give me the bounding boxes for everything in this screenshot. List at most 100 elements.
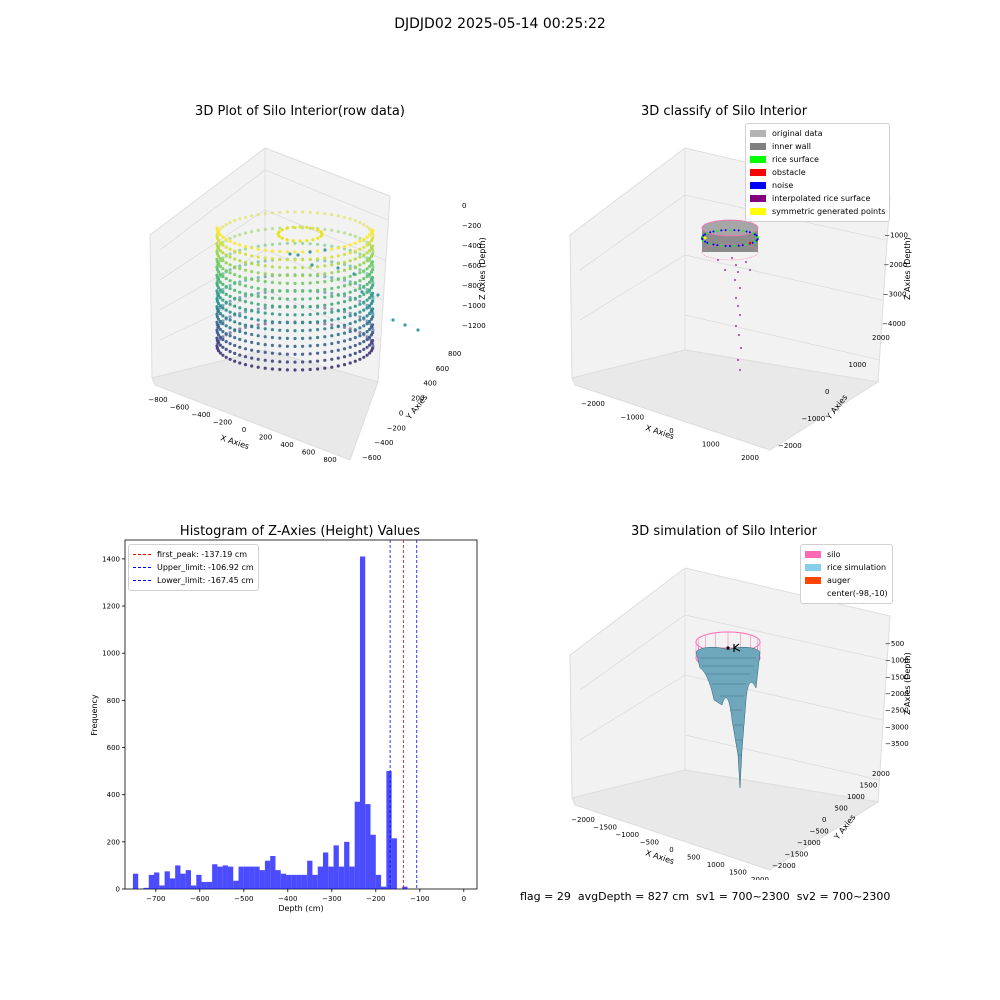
data-point bbox=[368, 249, 372, 253]
data-point bbox=[330, 323, 334, 327]
panel4-zlabel: Z Axies (Depth) bbox=[903, 652, 912, 715]
tick-label: −400 bbox=[191, 411, 210, 419]
data-point bbox=[293, 289, 297, 293]
data-point bbox=[221, 243, 225, 247]
data-point bbox=[358, 252, 362, 256]
data-point bbox=[330, 286, 334, 291]
data-point bbox=[285, 313, 289, 317]
data-point bbox=[256, 302, 260, 306]
data-point bbox=[308, 242, 312, 246]
histogram-bar bbox=[154, 872, 160, 889]
data-point bbox=[218, 280, 222, 284]
data-point bbox=[293, 352, 297, 356]
data-point bbox=[342, 278, 347, 282]
data-point bbox=[224, 253, 228, 257]
data-point bbox=[308, 328, 312, 332]
classified-point bbox=[709, 242, 712, 245]
data-point bbox=[233, 359, 237, 363]
data-point bbox=[278, 281, 282, 285]
classified-point bbox=[712, 243, 715, 246]
footer-avg-depth: avgDepth = 827 cm bbox=[577, 890, 690, 903]
tick-label: 400 bbox=[280, 441, 293, 449]
histogram-bar bbox=[222, 865, 228, 889]
data-point bbox=[301, 258, 305, 262]
data-point bbox=[342, 307, 347, 312]
data-point bbox=[362, 340, 366, 344]
data-point bbox=[342, 252, 347, 256]
tick-label: 800 bbox=[323, 456, 336, 464]
data-point bbox=[285, 336, 289, 340]
data-point bbox=[353, 320, 357, 324]
data-point bbox=[215, 344, 219, 348]
tick-label: 1000 bbox=[702, 441, 720, 449]
data-point bbox=[278, 289, 282, 293]
classified-point bbox=[724, 269, 726, 271]
data-point bbox=[348, 322, 352, 326]
data-point bbox=[311, 238, 315, 242]
data-point bbox=[330, 294, 334, 298]
data-point bbox=[233, 351, 237, 355]
classified-point bbox=[748, 241, 752, 245]
classified-point bbox=[741, 229, 744, 232]
data-point bbox=[280, 228, 284, 232]
data-point bbox=[224, 284, 228, 289]
legend-swatch bbox=[750, 156, 766, 163]
histogram-ytick-label: 1200 bbox=[102, 603, 120, 611]
data-point bbox=[278, 249, 282, 254]
data-point bbox=[221, 330, 225, 334]
tick-label: −800 bbox=[148, 396, 167, 404]
data-point bbox=[362, 277, 366, 281]
classified-point bbox=[737, 271, 739, 273]
histogram-bar bbox=[196, 874, 202, 889]
data-point bbox=[221, 337, 225, 342]
legend-swatch bbox=[750, 143, 766, 150]
classified-point bbox=[735, 264, 737, 266]
data-point bbox=[224, 261, 228, 265]
data-point bbox=[353, 249, 357, 253]
data-point bbox=[228, 331, 232, 335]
panel2-zlabel: Z Axies (Depth) bbox=[903, 237, 912, 300]
histogram-bar bbox=[164, 871, 170, 889]
data-point bbox=[365, 256, 369, 260]
legend-swatch bbox=[805, 577, 821, 584]
data-point bbox=[270, 367, 274, 371]
classified-point bbox=[703, 236, 707, 240]
histogram-xlabel: Depth (cm) bbox=[278, 904, 323, 913]
data-point bbox=[316, 351, 320, 355]
histogram-bar bbox=[291, 874, 297, 889]
legend-item: center(-98,-10) bbox=[805, 587, 888, 600]
data-point bbox=[228, 302, 232, 306]
tick-label: −1000 bbox=[885, 657, 909, 665]
histogram-bar bbox=[402, 886, 408, 889]
data-point bbox=[360, 290, 364, 294]
data-point bbox=[348, 267, 352, 271]
data-point bbox=[215, 273, 219, 277]
legend-item: original data bbox=[750, 127, 885, 140]
data-point bbox=[365, 345, 369, 349]
data-point bbox=[342, 347, 347, 351]
data-point bbox=[391, 318, 395, 322]
tick-label: −600 bbox=[362, 454, 381, 462]
classified-point bbox=[720, 229, 723, 232]
data-point bbox=[270, 280, 274, 284]
data-point bbox=[330, 244, 334, 248]
data-point bbox=[362, 355, 366, 359]
tick-label: 0 bbox=[825, 388, 829, 396]
data-point bbox=[243, 355, 248, 359]
data-point bbox=[336, 277, 340, 281]
data-point bbox=[250, 348, 254, 352]
data-point bbox=[285, 321, 289, 325]
classified-point bbox=[724, 244, 727, 247]
legend-label: symmetric generated points bbox=[772, 207, 886, 216]
data-point bbox=[369, 270, 374, 274]
data-point bbox=[319, 230, 323, 234]
histogram-bar bbox=[365, 804, 371, 889]
data-point bbox=[353, 336, 357, 340]
data-point bbox=[221, 225, 225, 229]
data-point bbox=[348, 290, 352, 294]
legend-swatch bbox=[805, 551, 821, 558]
data-point bbox=[250, 317, 254, 321]
histogram-bar bbox=[375, 874, 382, 889]
data-point bbox=[376, 293, 380, 297]
histogram-bar bbox=[349, 866, 355, 889]
